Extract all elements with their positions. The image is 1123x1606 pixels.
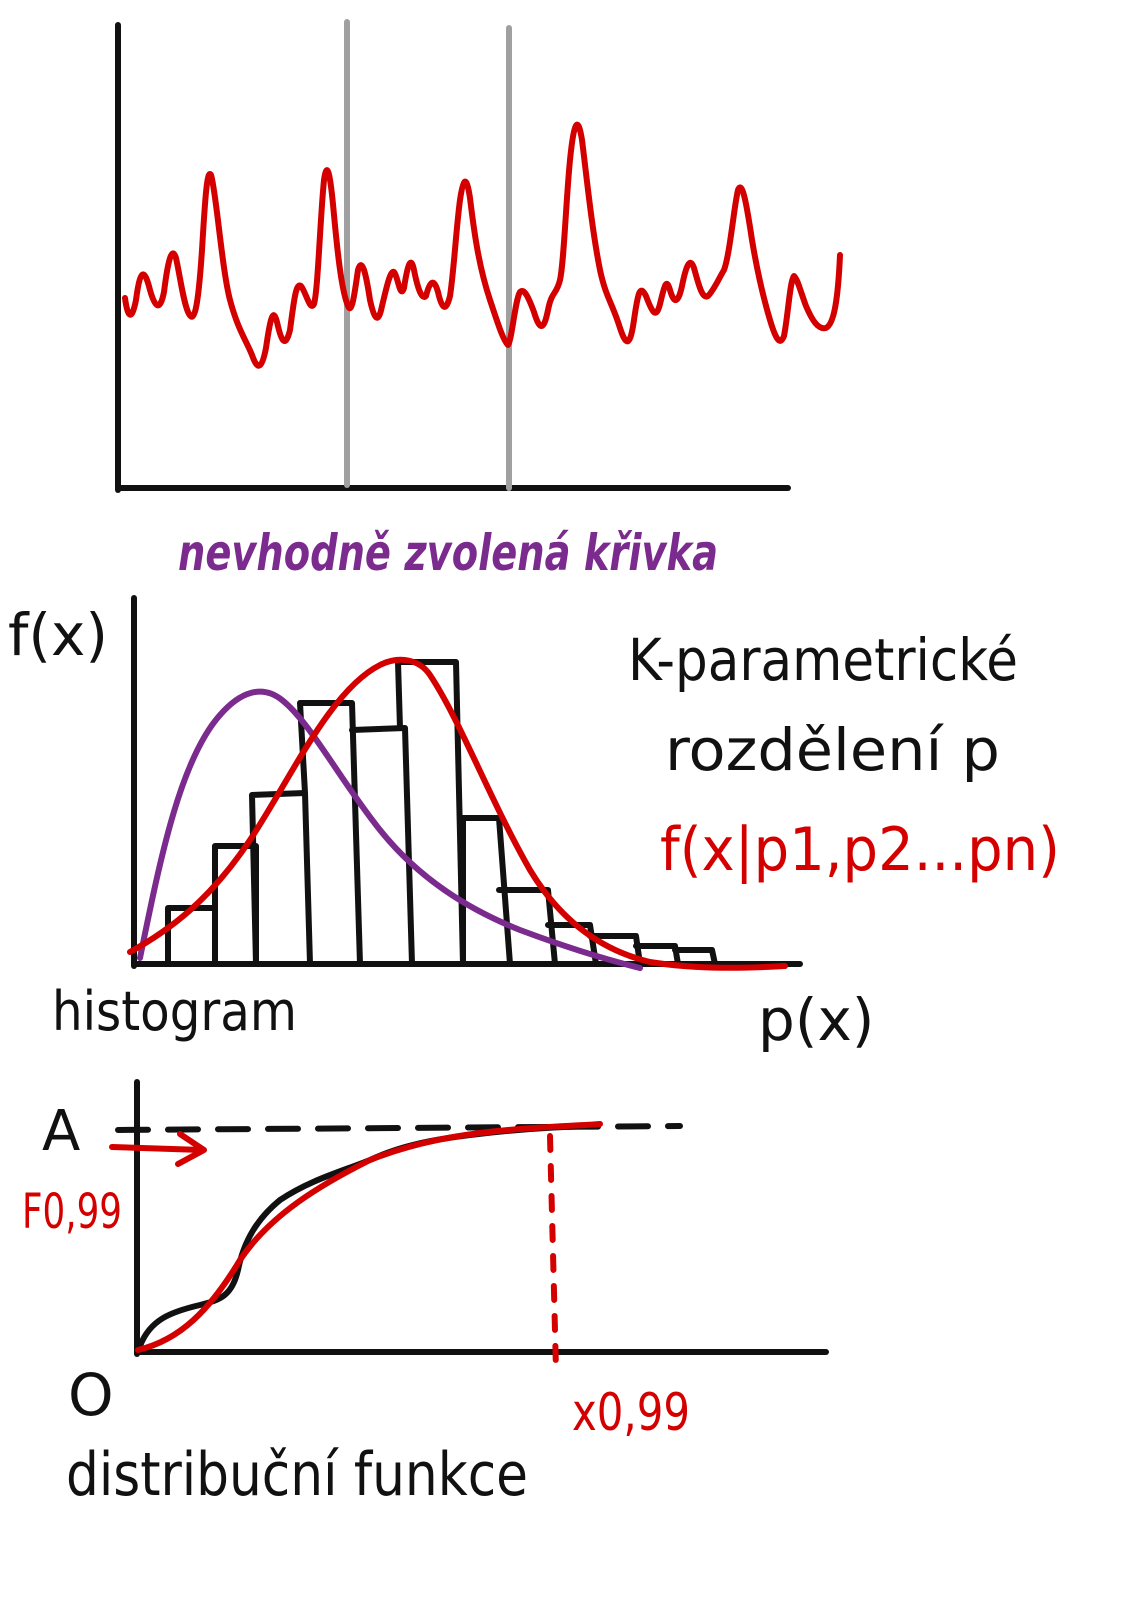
- histogram-bar: [165, 905, 218, 967]
- histogram-bar: [633, 943, 681, 967]
- purple-curve: [137, 688, 643, 971]
- mid-caption: histogram: [52, 980, 297, 1043]
- label-F099: F0,99: [22, 1184, 122, 1240]
- top-panel: [115, 19, 843, 493]
- fitted-cdf-curve: [135, 1121, 603, 1353]
- histogram-bar: [587, 933, 643, 967]
- empirical-cdf-curve: [137, 1123, 593, 1349]
- mid-x-label: p(x): [758, 986, 874, 1054]
- histogram-bars: [165, 659, 718, 967]
- label-zero: O: [68, 1361, 114, 1429]
- label-x099: x0,99: [572, 1383, 690, 1443]
- mid-y-label: f(x): [8, 601, 108, 669]
- histogram-bar: [395, 659, 466, 967]
- side-title-line2: rozdělení p: [665, 716, 1000, 784]
- middle-panel: f(x) p(x) histogram K-parametrické rozdě…: [8, 595, 1060, 1054]
- label-A: A: [42, 1099, 80, 1164]
- formula: f(x|p1,p2...pn): [660, 815, 1060, 885]
- bottom-panel: A O F0,99 x0,99 distribuční funkce: [22, 1079, 829, 1510]
- red-fitted-curve: [127, 656, 788, 971]
- quantile-marker-line: [547, 1133, 559, 1373]
- side-title-line1: K-parametrické: [628, 626, 1018, 694]
- histogram-bar: [672, 947, 718, 967]
- histogram-bar: [349, 725, 415, 967]
- red-arrow: [109, 1131, 207, 1167]
- top-caption: nevhodně zvolená křivka: [178, 524, 718, 582]
- bottom-caption: distribuční funkce: [66, 1440, 528, 1510]
- fluctuating-curve: [122, 121, 843, 369]
- histogram-bar: [545, 922, 599, 967]
